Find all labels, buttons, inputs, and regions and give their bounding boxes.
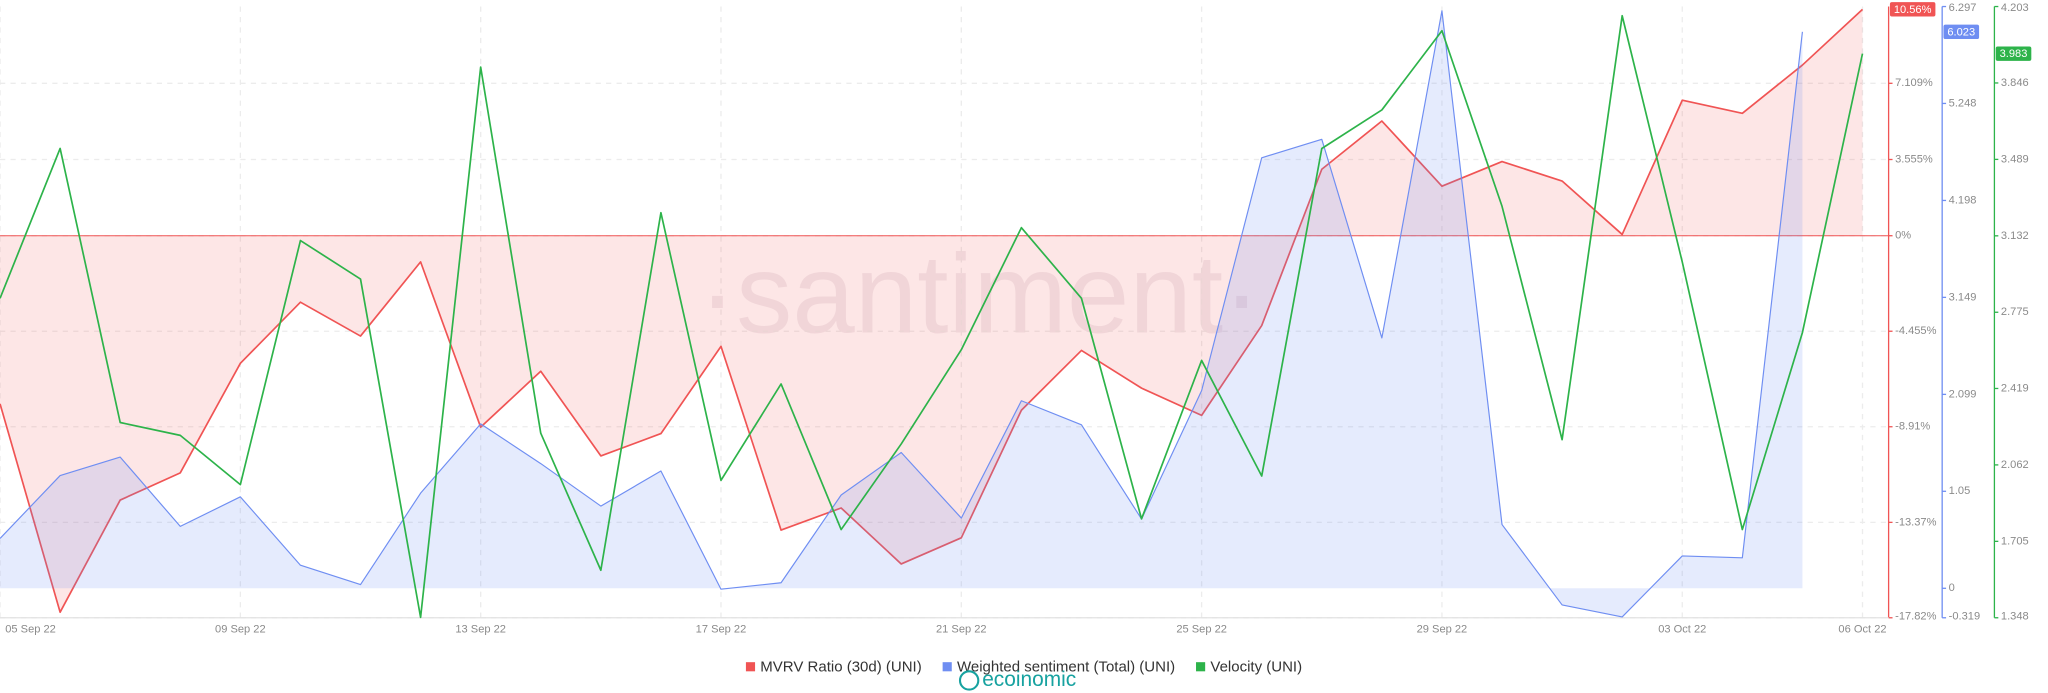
- y-tick-label: 3.132: [2001, 230, 2029, 242]
- value-badge-label: 3.983: [2000, 48, 2028, 60]
- y-tick-label: 1.05: [1949, 485, 1971, 497]
- series-line: [0, 14, 1864, 619]
- y-tick-label: 6.297: [1949, 2, 1977, 14]
- x-tick-label: 05 Sep 22: [5, 623, 56, 635]
- y-tick-label: 3.846: [2001, 77, 2029, 89]
- y-tick-label: 4.198: [1949, 194, 1977, 206]
- y-tick-label: 0%: [1895, 230, 1911, 242]
- watermark: ·santiment·: [699, 231, 1261, 357]
- y-tick-label: 4.203: [2001, 2, 2029, 14]
- series-line: [0, 10, 1804, 618]
- y-tick-label: -0.319: [1949, 610, 1980, 622]
- value-badge: 3.983: [1995, 46, 2032, 61]
- legend-swatch: [745, 662, 756, 672]
- x-tick-label: 09 Sep 22: [215, 623, 266, 635]
- series-area: [0, 10, 1803, 617]
- x-tick-label: 29 Sep 22: [1417, 623, 1468, 635]
- legend-swatch: [1196, 662, 1206, 672]
- y-tick-label: 2.099: [1949, 388, 1977, 400]
- series-area: [0, 9, 1863, 613]
- x-tick-label: 03 Oct 22: [1658, 623, 1706, 635]
- y-tick-label: 2.062: [2001, 459, 2029, 471]
- y-tick-label: 1.705: [2001, 535, 2029, 547]
- legend: MVRV Ratio (30d) (UNI) Weighted sentiment…: [745, 658, 1302, 675]
- value-badge: 10.56%: [1889, 2, 1936, 17]
- value-badge-label: 10.56%: [1894, 4, 1932, 16]
- value-badge-bg: [1943, 24, 1980, 40]
- x-tick-label: 25 Sep 22: [1176, 623, 1227, 635]
- y-tick-label: 5.248: [1949, 97, 1977, 109]
- logo-icon: [958, 670, 980, 691]
- y-tick-label: 3.555%: [1895, 153, 1933, 165]
- y-tick-label: -13.37%: [1895, 516, 1936, 528]
- x-tick-label: 17 Sep 22: [696, 623, 747, 635]
- legend-label: MVRV Ratio (30d) (UNI): [760, 658, 921, 675]
- value-badge-bg: [1995, 46, 2032, 61]
- y-tick-label: 2.775: [2001, 306, 2029, 318]
- y-tick-label: -4.455%: [1895, 325, 1936, 337]
- y-tick-label: -17.82%: [1895, 610, 1936, 622]
- y-tick-label: 7.109%: [1895, 77, 1933, 89]
- legend-label: Weighted sentiment (Total) (UNI): [957, 658, 1175, 675]
- y-tick-label: 3.149: [1949, 291, 1977, 303]
- x-tick-label: 13 Sep 22: [455, 623, 506, 635]
- value-badge-label: 6.023: [1947, 26, 1975, 38]
- value-badge-bg: [1889, 2, 1936, 17]
- y-tick-label: 2.419: [2001, 382, 2029, 394]
- series-line: [0, 8, 1864, 614]
- legend-label: Velocity (UNI): [1210, 658, 1302, 675]
- y-tick-label: 1.348: [2001, 610, 2029, 622]
- x-tick-label: 06 Oct 22: [1838, 623, 1886, 635]
- logo-text: ecoinomic: [982, 668, 1076, 691]
- y-tick-label: -8.91%: [1895, 421, 1930, 433]
- x-tick-label: 21 Sep 22: [936, 623, 987, 635]
- legend-swatch: [942, 662, 952, 672]
- y-tick-label: 3.489: [2001, 153, 2029, 165]
- value-badge: 6.023: [1943, 24, 1980, 40]
- y-tick-label: 0: [1949, 582, 1955, 594]
